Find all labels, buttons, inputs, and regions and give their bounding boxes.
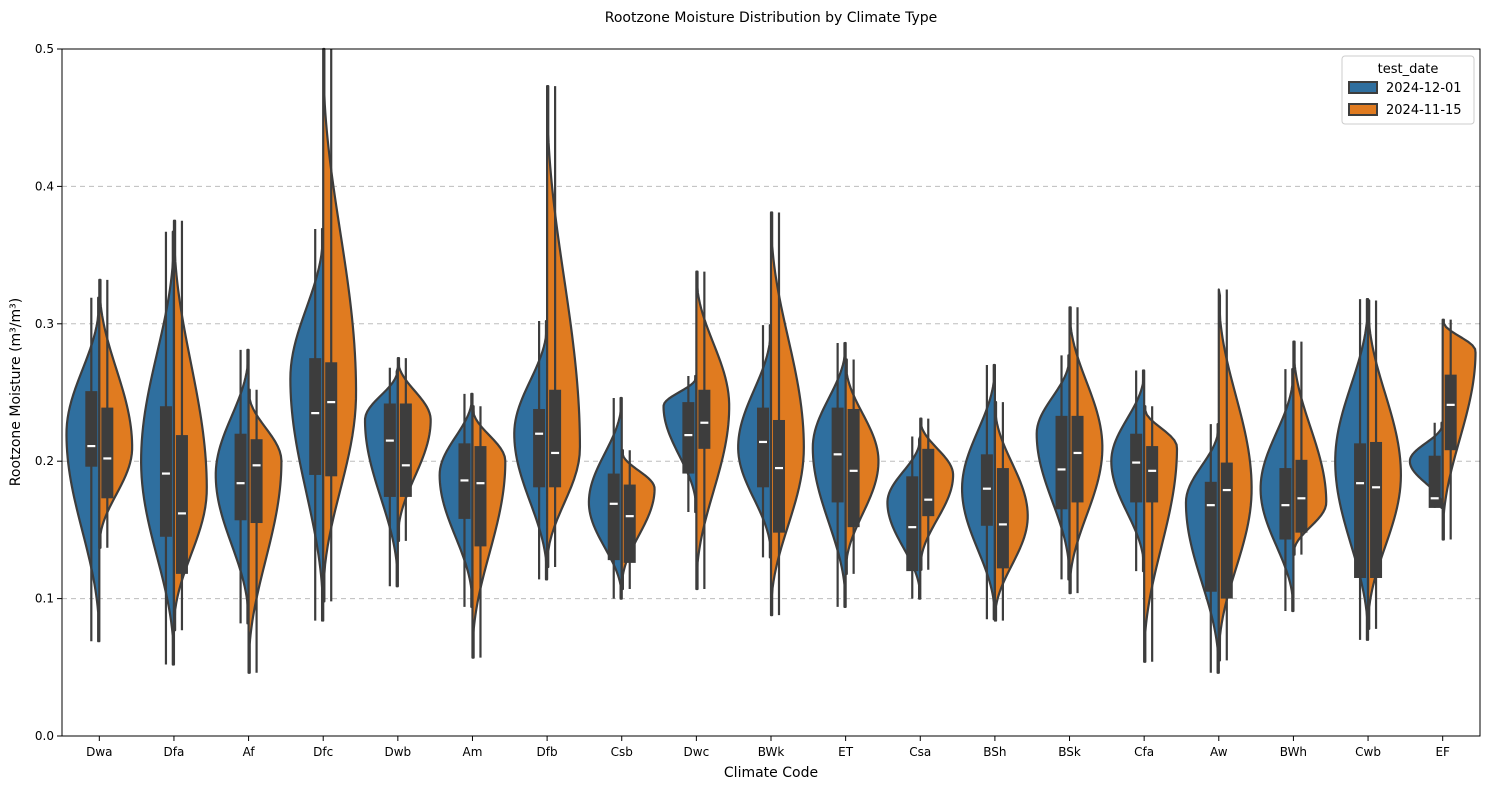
legend-label-1: 2024-11-15 bbox=[1386, 103, 1462, 118]
iqr-box bbox=[325, 362, 338, 477]
legend-label-0: 2024-12-01 bbox=[1386, 81, 1462, 96]
x-tick-label-csa: Csa bbox=[909, 745, 931, 759]
violin-half-dwa-dec bbox=[65, 296, 101, 643]
iqr-box bbox=[1055, 415, 1068, 510]
violin-group-bsk bbox=[1035, 306, 1104, 595]
iqr-box bbox=[906, 476, 919, 572]
violins bbox=[65, 47, 1477, 674]
iqr-box bbox=[383, 403, 396, 497]
violin-half-dfc-nov bbox=[322, 47, 358, 603]
iqr-box bbox=[607, 473, 620, 561]
iqr-box bbox=[549, 389, 562, 488]
y-axis: 0.0 0.1 0.2 0.3 0.4 0.5 bbox=[35, 42, 62, 743]
violin-group-cwb bbox=[1334, 297, 1402, 641]
chart-title: Rootzone Moisture Distribution by Climat… bbox=[605, 10, 938, 26]
legend-swatch-1 bbox=[1348, 103, 1378, 116]
violin-half-cfa-nov bbox=[1143, 405, 1179, 663]
violin-group-dfb bbox=[513, 84, 582, 581]
violin-group-dwa bbox=[65, 278, 134, 643]
iqr-box bbox=[85, 391, 98, 467]
x-tick-label-bsh: BSh bbox=[983, 745, 1006, 759]
violin-group-ef bbox=[1408, 318, 1477, 541]
iqr-box bbox=[159, 406, 172, 537]
y-tick-label: 0.1 bbox=[35, 592, 54, 606]
violin-group-bwh bbox=[1259, 340, 1328, 613]
y-axis-label: Rootzone Moisture (m³/m³) bbox=[8, 298, 24, 486]
iqr-box bbox=[1428, 455, 1441, 508]
violin-group-et bbox=[811, 341, 880, 608]
x-tick-label-et: ET bbox=[838, 745, 854, 759]
x-tick-label-cfa: Cfa bbox=[1134, 745, 1154, 759]
x-axis: Dwa Dfa Af Dfc Dwb Am Dfb Csb Dwc BWk ET Csa BSh BSk C… bbox=[86, 736, 1450, 759]
x-tick-label-dfc: Dfc bbox=[313, 745, 333, 759]
x-tick-label-bsk: BSk bbox=[1058, 745, 1081, 759]
y-tick-label: 0.0 bbox=[35, 729, 54, 743]
iqr-box bbox=[234, 433, 247, 521]
iqr-box bbox=[1354, 443, 1367, 578]
iqr-box bbox=[757, 407, 769, 488]
violin-group-dfc bbox=[289, 47, 358, 622]
x-tick-label-am: Am bbox=[463, 745, 483, 759]
y-tick-label: 0.5 bbox=[35, 42, 54, 56]
violin-group-dwb bbox=[363, 357, 432, 588]
iqr-box bbox=[847, 408, 860, 528]
violin-group-dwc bbox=[662, 270, 731, 591]
x-tick-label-bwk: BWk bbox=[758, 745, 785, 759]
x-tick-label-ef: EF bbox=[1435, 745, 1450, 759]
x-tick-label-csb: Csb bbox=[611, 745, 633, 759]
iqr-box bbox=[1130, 433, 1143, 503]
iqr-box bbox=[996, 468, 1009, 569]
x-tick-label-dwb: Dwb bbox=[385, 745, 412, 759]
x-tick-label-dwa: Dwa bbox=[86, 745, 112, 759]
violin-group-bwk bbox=[737, 211, 805, 617]
x-axis-label: Climate Code bbox=[724, 765, 818, 781]
x-tick-label-dfb: Dfb bbox=[537, 745, 558, 759]
violin-group-cfa bbox=[1110, 369, 1179, 663]
violin-group-csb bbox=[587, 396, 656, 600]
iqr-box bbox=[399, 403, 412, 497]
iqr-box bbox=[474, 446, 487, 547]
violin-group-dfa bbox=[140, 219, 208, 666]
violin-group-af bbox=[214, 348, 283, 674]
iqr-box bbox=[1220, 462, 1233, 599]
violin-half-af-nov bbox=[247, 388, 283, 674]
x-tick-label-bwh: BWh bbox=[1280, 745, 1307, 759]
legend: test_date 2024-12-01 2024-11-15 bbox=[1341, 55, 1475, 125]
iqr-box bbox=[250, 439, 263, 524]
iqr-box bbox=[175, 435, 188, 574]
y-tick-label: 0.3 bbox=[35, 317, 54, 331]
x-tick-label-dwc: Dwc bbox=[684, 745, 710, 759]
iqr-box bbox=[682, 402, 695, 474]
iqr-box bbox=[1204, 481, 1217, 592]
violin-half-bwk-nov bbox=[769, 211, 805, 617]
iqr-box bbox=[1295, 459, 1308, 533]
iqr-box bbox=[533, 408, 546, 488]
iqr-box bbox=[980, 454, 993, 526]
y-tick-label: 0.4 bbox=[35, 179, 54, 193]
iqr-box bbox=[1444, 374, 1457, 451]
x-tick-label-aw: Aw bbox=[1210, 745, 1228, 759]
legend-swatch-0 bbox=[1348, 81, 1378, 94]
legend-title: test_date bbox=[1378, 62, 1439, 77]
violin-group-csa bbox=[886, 417, 955, 600]
violin-group-am bbox=[438, 392, 507, 659]
iqr-box bbox=[1370, 441, 1383, 578]
iqr-box bbox=[773, 419, 785, 533]
iqr-box bbox=[698, 389, 711, 449]
y-tick-label: 0.2 bbox=[35, 454, 54, 468]
iqr-box bbox=[309, 358, 322, 475]
iqr-box bbox=[101, 407, 114, 499]
violin-half-dfb-nov bbox=[546, 84, 582, 569]
x-tick-label-af: Af bbox=[243, 745, 256, 759]
x-tick-label-cwb: Cwb bbox=[1355, 745, 1381, 759]
x-tick-label-dfa: Dfa bbox=[164, 745, 185, 759]
violin-group-aw bbox=[1184, 288, 1253, 674]
iqr-box bbox=[1279, 468, 1292, 540]
iqr-box bbox=[623, 484, 636, 563]
iqr-box bbox=[1071, 415, 1084, 503]
iqr-box bbox=[1146, 446, 1159, 503]
iqr-box bbox=[922, 448, 935, 517]
violin-group-bsh bbox=[960, 363, 1029, 622]
